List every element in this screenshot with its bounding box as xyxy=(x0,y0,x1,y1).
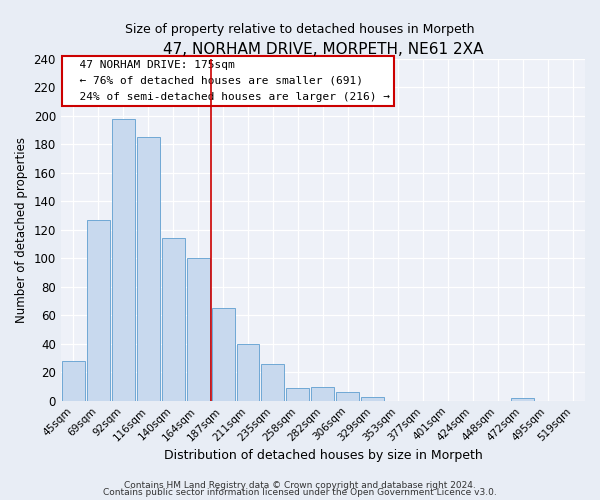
Bar xyxy=(286,388,310,401)
Bar xyxy=(87,220,110,401)
Text: Contains HM Land Registry data © Crown copyright and database right 2024.: Contains HM Land Registry data © Crown c… xyxy=(124,480,476,490)
Bar xyxy=(236,344,259,401)
Bar xyxy=(511,398,534,401)
Title: 47, NORHAM DRIVE, MORPETH, NE61 2XA: 47, NORHAM DRIVE, MORPETH, NE61 2XA xyxy=(163,42,483,58)
Text: 47 NORHAM DRIVE: 175sqm
  ← 76% of detached houses are smaller (691)
  24% of se: 47 NORHAM DRIVE: 175sqm ← 76% of detache… xyxy=(66,60,390,102)
Text: Size of property relative to detached houses in Morpeth: Size of property relative to detached ho… xyxy=(125,22,475,36)
Bar xyxy=(311,386,334,401)
Bar xyxy=(337,392,359,401)
Bar xyxy=(262,364,284,401)
Text: Contains public sector information licensed under the Open Government Licence v3: Contains public sector information licen… xyxy=(103,488,497,497)
X-axis label: Distribution of detached houses by size in Morpeth: Distribution of detached houses by size … xyxy=(164,450,482,462)
Bar xyxy=(361,396,385,401)
Bar xyxy=(212,308,235,401)
Bar xyxy=(112,118,134,401)
Y-axis label: Number of detached properties: Number of detached properties xyxy=(15,137,28,323)
Bar xyxy=(187,258,209,401)
Bar xyxy=(137,137,160,401)
Bar xyxy=(161,238,185,401)
Bar xyxy=(62,361,85,401)
